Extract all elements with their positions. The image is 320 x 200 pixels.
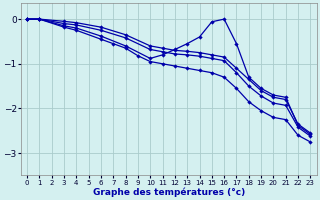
X-axis label: Graphe des températures (°c): Graphe des températures (°c) [92, 187, 245, 197]
